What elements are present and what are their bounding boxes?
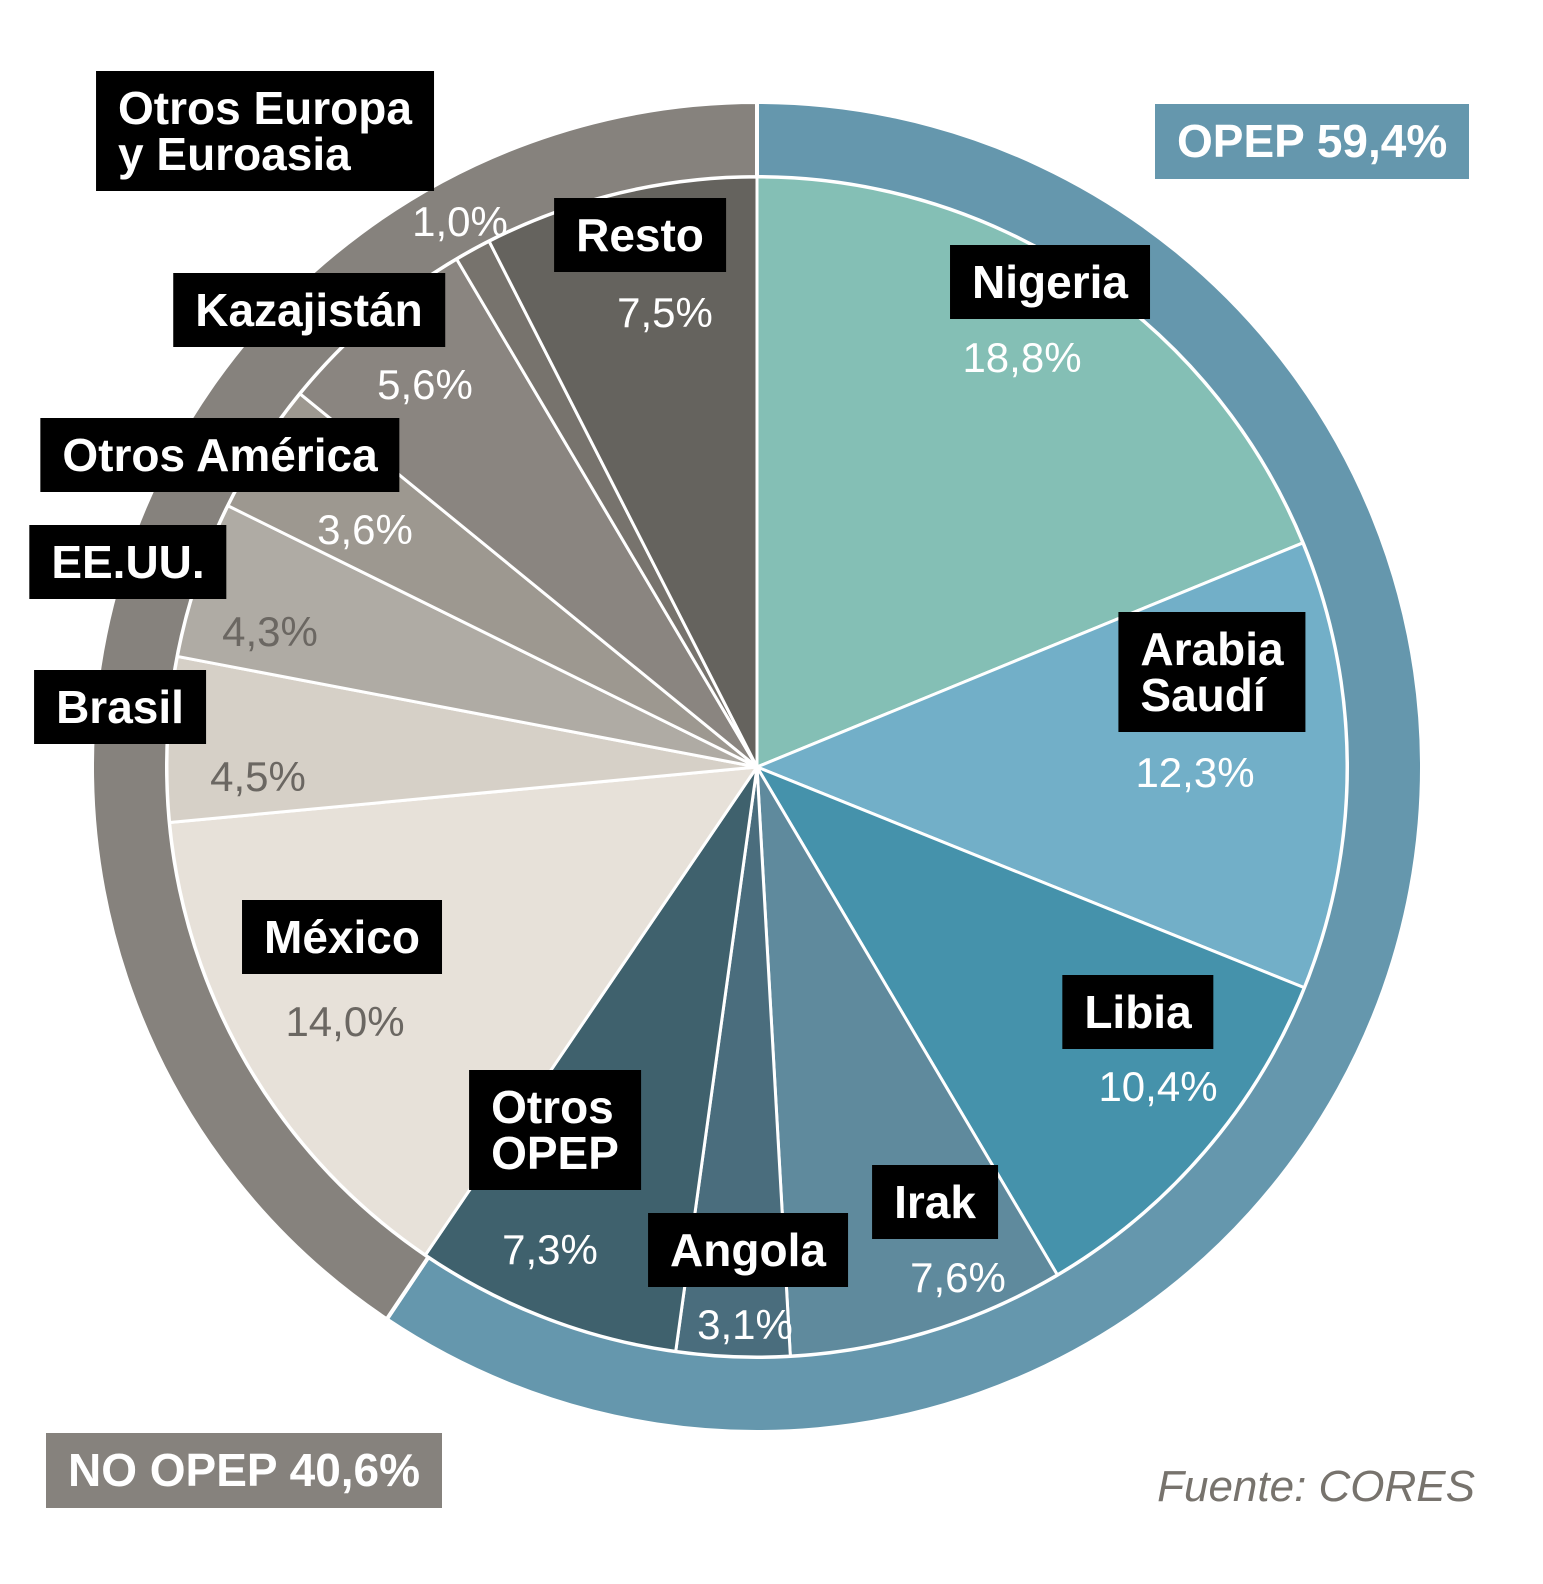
value-label: 5,6%	[377, 361, 473, 408]
slice-label: Irak	[872, 1165, 998, 1239]
slice-label: Brasil	[34, 670, 206, 744]
slice-label: Resto	[554, 198, 726, 272]
value-label: 7,3%	[502, 1226, 598, 1273]
pie-slice	[423, 765, 759, 1353]
slice-label: Angola	[648, 1213, 848, 1287]
pie-slice	[487, 175, 759, 769]
slice-label: Arabia Saudí	[1118, 612, 1306, 732]
value-label: 1,0%	[412, 198, 508, 245]
source: Fuente: CORES	[1157, 1462, 1475, 1511]
slice-label: Otros Europa y Euroasia	[96, 71, 434, 191]
value-label: 3,1%	[697, 1301, 793, 1348]
ring-value: 40,6%	[289, 1444, 421, 1496]
slice-label: México	[242, 900, 442, 974]
slice-label: Kazajistán	[173, 273, 445, 347]
value-label: 12,3%	[1135, 749, 1255, 796]
value-label: 4,3%	[222, 608, 318, 655]
ring-value: 59,4%	[1316, 115, 1448, 167]
value-label: 3,6%	[317, 506, 413, 553]
slice-label: Libia	[1062, 975, 1214, 1049]
value-label: 7,6%	[910, 1254, 1006, 1301]
value-label: 7,5%	[617, 289, 713, 336]
value-label: 18,8%	[962, 334, 1082, 381]
pie-slice	[755, 765, 1306, 1277]
ring-label: OPEP 59,4%	[1155, 104, 1470, 179]
slice-label: Otros América	[40, 418, 400, 492]
slice-label: EE.UU.	[29, 525, 227, 599]
ring-name: OPEP	[1177, 115, 1305, 167]
slice-label: Otros OPEP	[469, 1070, 641, 1190]
value-label: 10,4%	[1098, 1063, 1218, 1110]
pie-slice	[168, 765, 759, 1257]
value-label: 4,5%	[210, 753, 306, 800]
ring-name: NO OPEP	[68, 1444, 278, 1496]
value-label: 14,0%	[285, 998, 405, 1045]
ring-label: NO OPEP 40,6%	[46, 1433, 443, 1508]
slice-label: Nigeria	[950, 245, 1150, 319]
